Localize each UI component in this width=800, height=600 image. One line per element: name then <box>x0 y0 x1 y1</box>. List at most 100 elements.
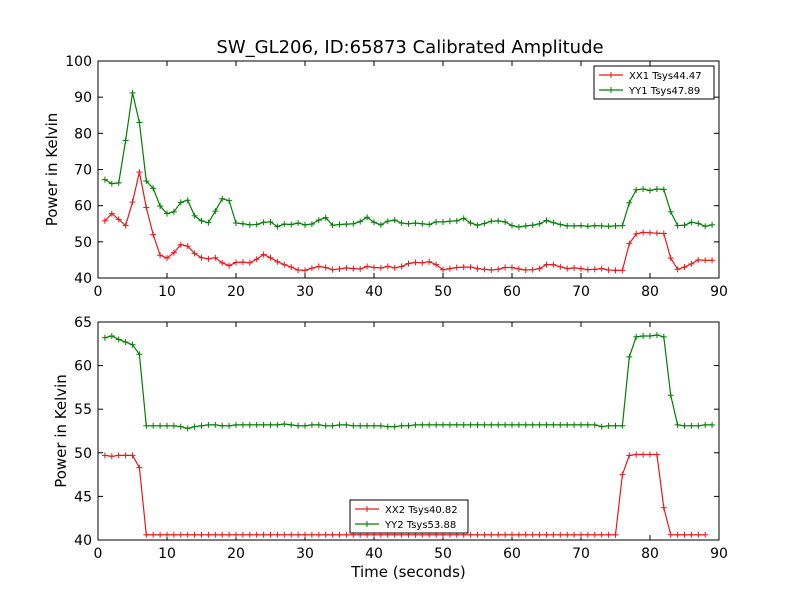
data-point <box>357 218 364 225</box>
data-point <box>274 531 281 538</box>
data-point <box>653 230 660 237</box>
data-point <box>481 266 488 273</box>
data-point <box>274 223 281 230</box>
data-point <box>253 421 260 428</box>
data-point <box>329 266 336 273</box>
data-point <box>122 222 129 229</box>
data-point <box>578 265 584 272</box>
data-point <box>150 531 157 538</box>
x-tick-label: 40 <box>365 546 383 562</box>
data-point <box>233 259 239 266</box>
data-point <box>357 422 364 429</box>
data-point <box>315 531 322 538</box>
data-point <box>564 531 571 538</box>
data-point <box>619 471 626 478</box>
data-point <box>647 451 653 458</box>
data-point <box>177 241 184 248</box>
data-point <box>612 531 619 538</box>
data-point <box>605 422 612 429</box>
data-point <box>239 259 246 266</box>
data-point <box>640 186 647 193</box>
data-point <box>384 423 391 430</box>
data-point <box>329 422 336 429</box>
data-point <box>129 341 136 348</box>
data-point <box>315 421 322 428</box>
data-point <box>212 421 219 428</box>
data-point <box>453 217 460 224</box>
data-point <box>302 422 308 429</box>
data-point <box>488 531 495 538</box>
data-point <box>212 531 219 538</box>
data-point <box>246 421 253 428</box>
data-point <box>322 531 329 538</box>
x-tick-label: 20 <box>227 546 245 562</box>
data-point <box>302 221 308 228</box>
data-point <box>308 421 315 428</box>
data-point <box>219 531 226 538</box>
data-point <box>467 531 474 538</box>
data-point <box>219 259 226 266</box>
data-point <box>612 422 619 429</box>
data-point <box>564 222 571 229</box>
x-tick-label: 60 <box>503 284 521 300</box>
data-point <box>343 264 350 271</box>
x-tick-label: 10 <box>158 284 176 300</box>
data-point <box>122 137 129 144</box>
data-point <box>198 422 205 429</box>
data-point <box>108 453 115 460</box>
data-point <box>578 421 584 428</box>
x-tick-label: 40 <box>365 284 383 300</box>
data-point <box>364 263 371 270</box>
data-point <box>253 531 260 538</box>
data-point <box>274 421 281 428</box>
data-point <box>612 222 619 229</box>
data-point <box>502 264 509 271</box>
data-point <box>198 531 205 538</box>
y-tick-label: 40 <box>74 533 92 549</box>
y-tick-label: 50 <box>74 446 92 462</box>
data-point <box>308 265 315 272</box>
y-axis-label: Power in Kelvin <box>43 113 61 227</box>
y-tick-label: 70 <box>74 163 92 179</box>
data-point <box>205 421 212 428</box>
data-point <box>143 204 150 211</box>
data-point <box>584 531 591 538</box>
bottom-panel: 0 10 20 30 40 50 60 70 80 90 40 45 50 55 60 65 Power in … <box>52 315 728 581</box>
data-point <box>177 423 184 430</box>
data-point <box>143 531 150 538</box>
data-point <box>605 531 612 538</box>
data-point <box>502 218 509 225</box>
y-tick-label: 100 <box>65 54 92 70</box>
data-point <box>453 421 460 428</box>
data-point <box>633 333 640 340</box>
data-point <box>108 332 115 339</box>
data-point <box>633 230 640 237</box>
data-point <box>260 219 267 226</box>
data-point <box>495 531 502 538</box>
data-point <box>515 265 522 272</box>
data-point <box>129 199 136 206</box>
legend-label: XX2 Tsys40.82 <box>385 505 458 516</box>
y-tick-label: 55 <box>74 402 92 418</box>
data-point <box>101 452 108 459</box>
data-point <box>674 266 681 273</box>
data-point <box>688 422 695 429</box>
data-point <box>598 423 605 430</box>
data-point <box>239 531 246 538</box>
data-point <box>336 531 343 538</box>
data-point <box>502 531 509 538</box>
data-point <box>357 265 364 272</box>
data-point <box>536 531 543 538</box>
data-point <box>667 392 674 399</box>
data-point <box>267 218 274 225</box>
data-point <box>495 421 502 428</box>
legend-label: YY2 Tsys53.88 <box>384 520 456 531</box>
data-point <box>633 186 640 193</box>
data-point <box>674 222 681 229</box>
data-point <box>667 208 674 215</box>
data-point <box>640 451 647 458</box>
data-point <box>295 422 302 429</box>
series-line <box>104 334 713 430</box>
data-point <box>150 185 157 192</box>
data-point <box>426 258 433 265</box>
